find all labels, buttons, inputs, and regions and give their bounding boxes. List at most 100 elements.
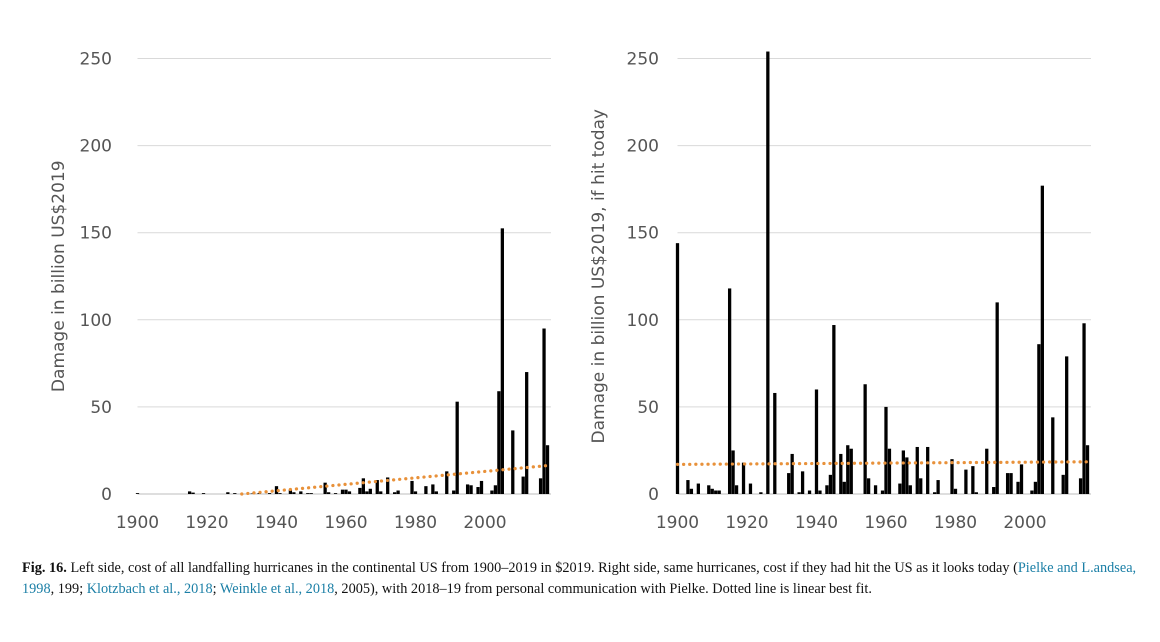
right-bar [766, 51, 770, 494]
left-bar [333, 493, 338, 494]
right-y-tick-label: 250 [627, 50, 659, 70]
left-bar [326, 492, 331, 494]
right-trend-line [675, 460, 1093, 466]
left-bar [358, 487, 362, 494]
left-bar [465, 484, 470, 494]
right-bar [985, 448, 989, 494]
right-bar [926, 446, 930, 494]
left-bar [469, 485, 473, 494]
right-y-tick-label: 50 [637, 398, 659, 418]
left-y-tick-label: 150 [80, 224, 112, 244]
right-bar [1009, 473, 1013, 494]
left-bar [497, 391, 501, 494]
right-bar [818, 490, 822, 494]
left-bar [545, 445, 550, 494]
left-bar [424, 486, 428, 494]
right-y-tick-label: 200 [627, 137, 659, 157]
right-bar [773, 392, 777, 494]
right-bar [849, 448, 853, 494]
right-bar [887, 448, 892, 494]
left-x-tick-label: 1980 [394, 513, 437, 533]
left-bar [375, 480, 379, 494]
left-bar [347, 491, 352, 494]
left-bar [361, 478, 365, 494]
right-bar [787, 473, 791, 494]
left-bar [187, 491, 192, 494]
right-bar [905, 457, 909, 494]
right-bar [1085, 445, 1090, 494]
right-bar [731, 450, 735, 494]
caption-ref-pielke[interactable]: Pielke and L.andsea, 1998 [22, 560, 1137, 597]
caption-ref-weinkle[interactable]: Weinkle et al., 2018 [219, 581, 335, 597]
caption-label: Fig. 16. [22, 560, 67, 576]
right-x-tick-label: 1920 [725, 513, 768, 533]
right-y-tick-label: 0 [648, 485, 659, 505]
right-bar [825, 485, 829, 494]
right-bar [1033, 481, 1038, 494]
left-bar [288, 489, 293, 494]
right-bar [866, 478, 871, 494]
left-bar [306, 493, 310, 494]
right-bar [1030, 490, 1034, 494]
caption-text-2: , 199; [50, 581, 87, 597]
left-bar [476, 487, 480, 494]
left-bar [344, 489, 348, 494]
right-bar [1016, 481, 1020, 494]
right-y-axis-label: Damage in billion US$2019, if hit today [589, 109, 609, 443]
right-bar [971, 466, 975, 494]
left-bar [511, 430, 515, 494]
charts-area: 0 50 100 150 200 250 1900 1920 1940 1960 1980 2000 D… [49, 50, 1093, 533]
left-y-tick-label: 0 [101, 485, 112, 505]
figure-caption: Fig. 16. Left side, cost of all landfall… [22, 558, 1142, 600]
left-bar [292, 492, 296, 494]
right-bar [727, 288, 732, 494]
right-bar [832, 325, 836, 494]
left-bar [521, 476, 525, 494]
right-y-tick-label: 150 [627, 224, 659, 244]
right-bar [686, 480, 690, 494]
caption-text-1: Left side, cost of all landfalling hurri… [66, 560, 1018, 576]
left-bar [274, 486, 279, 494]
left-x-tick-label: 1940 [255, 513, 298, 533]
left-x-tick-label: 1960 [324, 513, 367, 533]
right-bar [1019, 464, 1024, 494]
right-x-tick-label: 1900 [656, 513, 699, 533]
right-y-tick-label: 100 [627, 311, 659, 331]
right-bar [1082, 323, 1086, 494]
left-bar [493, 485, 498, 494]
right-bar [1051, 417, 1055, 494]
right-bar [797, 492, 801, 494]
left-bar [396, 490, 400, 494]
left-bar [201, 493, 206, 494]
right-bar [675, 243, 680, 494]
right-bar [696, 483, 700, 494]
right-bar [908, 485, 912, 494]
right-bar [901, 450, 905, 494]
left-bar [323, 482, 327, 494]
left-y-tick-label: 100 [80, 311, 112, 331]
right-bar [1061, 474, 1065, 494]
right-bar [1037, 344, 1041, 494]
caption-ref-klotzbach[interactable]: Klotzbach et al., 2018 [86, 581, 213, 597]
right-bar [953, 488, 958, 494]
right-x-tick-label: 2000 [1003, 513, 1046, 533]
left-bar [226, 492, 230, 494]
left-bar [233, 493, 237, 494]
right-bar [884, 406, 888, 494]
left-bar [278, 493, 282, 494]
right-bar [759, 492, 763, 494]
left-y-tick-label: 50 [90, 398, 112, 418]
right-bar [734, 485, 739, 494]
right-bar [707, 485, 711, 494]
left-trend-line [240, 463, 553, 496]
right-bar [839, 453, 843, 494]
left-bar [542, 328, 546, 494]
left-bar [538, 478, 543, 494]
right-bar [863, 384, 867, 494]
right-bar [748, 483, 753, 494]
right-bar [714, 490, 718, 494]
left-bar [135, 493, 140, 494]
right-bar [790, 453, 794, 494]
caption-text-4: , 2005), with 2018–19 from personal comm… [334, 581, 872, 597]
right-bar [800, 471, 805, 494]
